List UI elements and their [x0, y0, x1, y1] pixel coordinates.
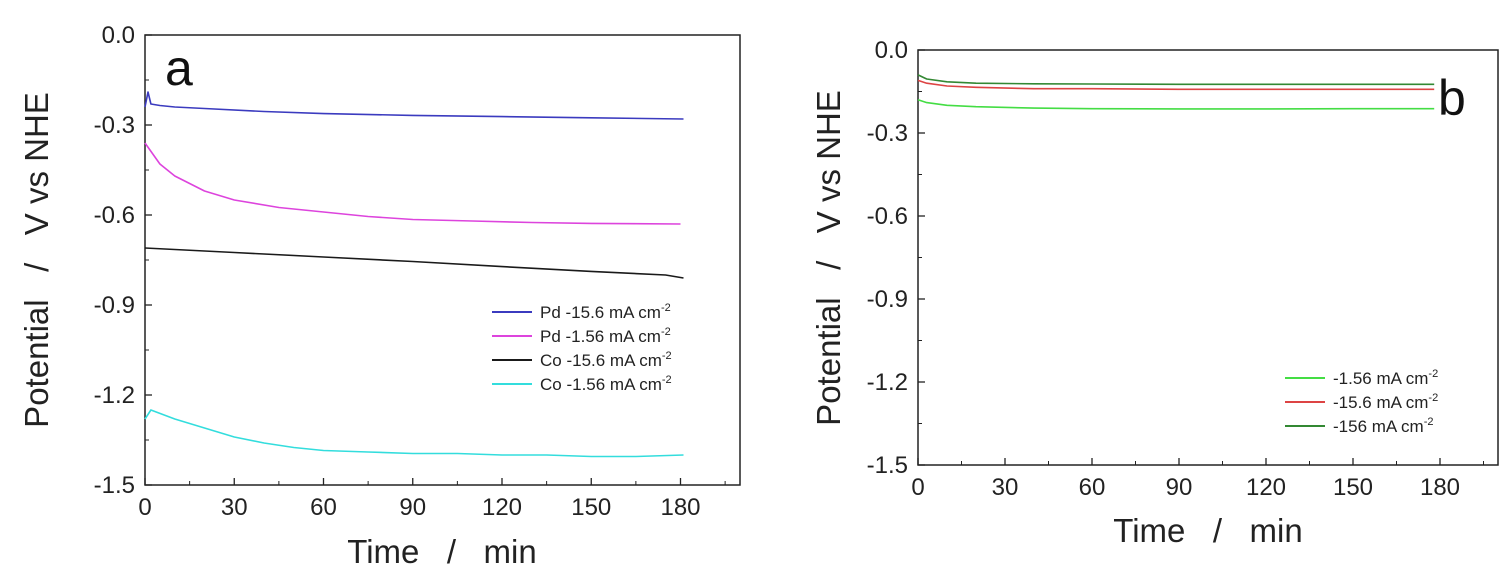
y-tick-label: 0.0 — [875, 37, 908, 64]
y-tick-label: -1.5 — [867, 452, 908, 479]
legend: -1.56 mA cm-2 -15.6 mA cm-2 -156 mA cm-2 — [1285, 368, 1438, 436]
y-tick-label: -0.9 — [94, 292, 135, 319]
x-axis: 0 30 60 90 120 150 180 — [138, 478, 726, 521]
legend-label-1: Pd -1.56 mA cm-2 — [540, 326, 671, 346]
legend-superscript: -2 — [662, 350, 672, 362]
series-line-2 — [917, 74, 1435, 86]
x-tick-label: 120 — [1246, 474, 1286, 501]
x-tick-label: 150 — [1333, 474, 1373, 501]
y-axis-label: Potential / V vs NHE — [18, 92, 55, 428]
y-tick-label: -1.5 — [94, 472, 135, 499]
series-line-1 — [144, 142, 681, 225]
legend-superscript: -2 — [1428, 368, 1438, 380]
series-line-2 — [144, 247, 684, 279]
legend-label-1: -15.6 mA cm-2 — [1333, 392, 1438, 412]
y-tick-label: 0.0 — [102, 22, 135, 49]
y-tick-label: -1.2 — [867, 369, 908, 396]
series-line-1 — [917, 79, 1435, 91]
legend-superscript: -2 — [1428, 392, 1438, 404]
legend-label-2: -156 mA cm-2 — [1333, 416, 1433, 436]
x-tick-label: 180 — [660, 494, 700, 521]
x-tick-label: 0 — [911, 474, 924, 501]
legend-superscript: -2 — [661, 302, 671, 314]
series-layer — [144, 91, 684, 458]
x-tick-label: 0 — [138, 494, 151, 521]
x-tick-label: 90 — [1166, 474, 1193, 501]
legend: Pd -15.6 mA cm-2 Pd -1.56 mA cm-2 Co -15.6… — [492, 302, 672, 394]
panel-label: b — [1438, 70, 1466, 126]
y-tick-label: -0.6 — [94, 202, 135, 229]
series-line-0 — [144, 91, 684, 120]
legend-superscript: -2 — [662, 374, 672, 386]
y-tick-label: -1.2 — [94, 382, 135, 409]
legend-superscript: -2 — [1424, 416, 1434, 428]
chart-panel-b: 0 30 60 90 120 150 180 0.0 -0.3 -0.6 -0.9 -1.2 -1.5… — [810, 37, 1499, 549]
y-axis: 0.0 -0.3 -0.6 -0.9 -1.2 -1.5 — [867, 37, 925, 479]
y-tick-label: -0.3 — [94, 112, 135, 139]
series-line-0 — [917, 99, 1435, 110]
legend-label-2: Co -15.6 mA cm-2 — [540, 350, 672, 370]
legend-label-3: Co -1.56 mA cm-2 — [540, 374, 672, 394]
legend-label-0: Pd -15.6 mA cm-2 — [540, 302, 671, 322]
x-tick-label: 120 — [482, 494, 522, 521]
x-tick-label: 30 — [992, 474, 1019, 501]
panel-label: a — [165, 40, 193, 96]
plot-frame — [144, 34, 741, 486]
x-axis-label: Time / min — [347, 533, 536, 570]
y-tick-label: -0.9 — [867, 286, 908, 313]
legend-superscript: -2 — [661, 326, 671, 338]
legend-label-0: -1.56 mA cm-2 — [1333, 368, 1438, 388]
x-tick-label: 60 — [310, 494, 337, 521]
x-tick-label: 180 — [1420, 474, 1460, 501]
x-axis-label: Time / min — [1113, 512, 1302, 549]
x-tick-label: 60 — [1079, 474, 1106, 501]
x-tick-label: 150 — [571, 494, 611, 521]
x-axis: 0 30 60 90 120 150 180 — [911, 458, 1484, 501]
x-tick-label: 90 — [399, 494, 426, 521]
y-tick-label: -0.3 — [867, 120, 908, 147]
y-axis-label: Potential / V vs NHE — [810, 90, 847, 426]
series-line-3 — [144, 409, 684, 458]
y-tick-label: -0.6 — [867, 203, 908, 230]
chart-panel-a: 0 30 60 90 120 150 180 0.0 -0.3 -0.6 -0.9 -1.2 -1.5… — [18, 22, 741, 570]
series-layer — [917, 74, 1435, 110]
y-axis: 0.0 -0.3 -0.6 -0.9 -1.2 -1.5 — [94, 22, 152, 499]
x-tick-label: 30 — [221, 494, 248, 521]
